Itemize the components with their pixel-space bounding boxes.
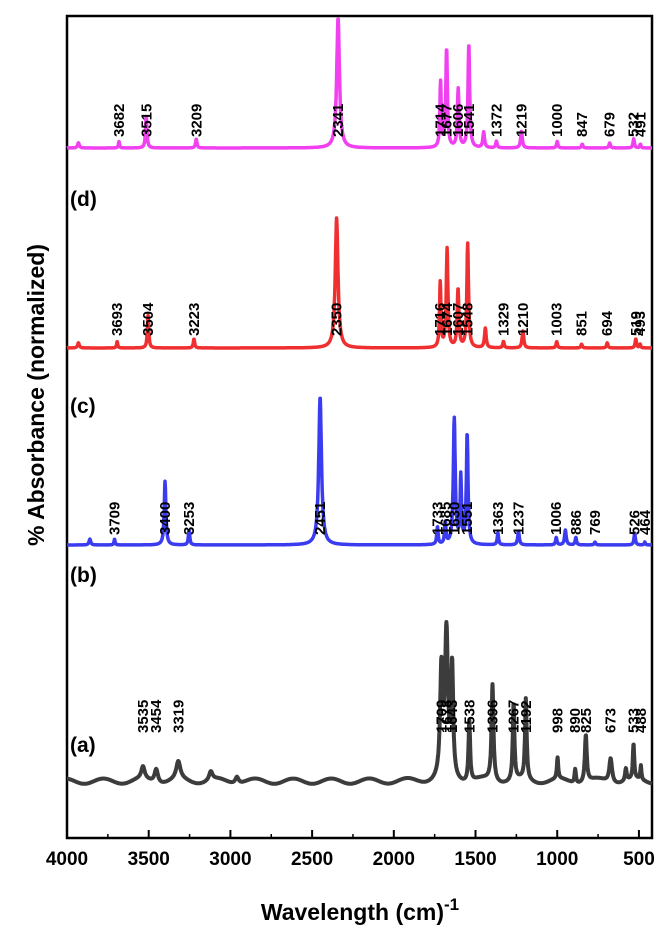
x-tick-label: 1500 (454, 849, 496, 870)
peak-label: 1677 (439, 104, 456, 137)
peak-label: 998 (550, 708, 567, 733)
peak-label: 1733 (429, 502, 446, 535)
peak-label: 2350 (329, 303, 346, 336)
peak-label: 1329 (496, 303, 513, 336)
y-axis-title: % Absorbance (normalized) (23, 244, 49, 546)
peak-label: 3682 (111, 104, 128, 137)
peak-label: 1219 (513, 104, 530, 137)
peak-label: 3515 (138, 104, 155, 137)
spectra-series (65, 17, 654, 786)
peak-label: 1716 (432, 303, 449, 336)
peak-label: 1685 (437, 502, 454, 535)
peak-label: 851 (574, 311, 591, 336)
peak-label: 464 (637, 509, 654, 535)
x-tick-label: 3000 (209, 849, 251, 870)
peak-label: 1709 (433, 700, 450, 733)
peak-label: 886 (568, 510, 585, 535)
x-tick-label: 4000 (46, 849, 88, 870)
peak-label: 3223 (186, 303, 203, 336)
peak-label: 533 (626, 708, 643, 733)
peak-label: 3454 (148, 699, 165, 733)
peak-label: 1714 (433, 103, 450, 137)
x-tick-label: 2000 (373, 849, 415, 870)
peak-label: 3709 (107, 502, 124, 535)
peak-label: 532 (626, 112, 643, 137)
plot-frame (65, 14, 654, 840)
peak-label: 1674 (439, 302, 456, 336)
peak-label: 1643 (444, 700, 461, 733)
peak-label: 2451 (312, 502, 329, 535)
x-axis-ticks: 4000 3500 3000 2500 2000 1500 1000 500 (46, 830, 655, 870)
peak-label: 1000 (549, 104, 566, 137)
peak-label: 519 (628, 311, 645, 336)
x-tick-label: 3500 (128, 849, 170, 870)
peak-label: 493 (632, 311, 649, 336)
series-line-c (65, 216, 654, 350)
x-tick-label: 1000 (536, 849, 578, 870)
peak-label: 679 (602, 112, 619, 137)
peak-label: 1192 (518, 700, 535, 733)
peak-label: 1396 (485, 700, 502, 733)
peak-label: 2341 (330, 104, 347, 137)
peak-label: 491 (632, 112, 649, 137)
peak-label: 673 (603, 708, 620, 733)
x-tick-label: 500 (623, 849, 655, 870)
peak-label: 3693 (109, 303, 126, 336)
plot-border (65, 14, 654, 840)
x-axis-title: Wavelength (cm)-1 (261, 895, 459, 925)
peak-label: 1678 (438, 700, 455, 733)
peak-label: 1548 (460, 303, 477, 336)
peak-label: 3504 (140, 302, 157, 336)
peak-label: 847 (574, 112, 591, 137)
peak-label: 488 (633, 708, 650, 733)
peak-label: 1267 (506, 700, 523, 733)
peak-label: 1606 (450, 104, 467, 137)
peak-label: 769 (587, 510, 604, 535)
peak-label: 1551 (459, 502, 476, 535)
peak-label: 1372 (488, 104, 505, 137)
peak-label: 1237 (511, 502, 528, 535)
series-line-d (65, 17, 654, 150)
peak-label: 825 (578, 708, 595, 733)
series-line-b (65, 396, 654, 547)
peak-label: 1006 (548, 502, 565, 535)
x-tick-label: 2500 (291, 849, 333, 870)
peak-label: 3319 (170, 700, 187, 733)
panel-labels: (a) (b) (c) (d) (70, 188, 97, 757)
peak-label: 526 (627, 510, 644, 535)
panel-label-d: (d) (70, 188, 97, 211)
peak-label: 1210 (515, 303, 532, 336)
peak-label: 1363 (490, 502, 507, 535)
peak-label: 1003 (549, 303, 566, 336)
panel-label-a: (a) (70, 734, 96, 757)
panel-label-b: (b) (70, 564, 97, 587)
panel-label-c: (c) (70, 395, 96, 418)
peak-label: 3400 (157, 502, 174, 535)
peak-label: 3253 (181, 502, 198, 535)
peak-label: 1538 (461, 700, 478, 733)
peak-label: 3209 (188, 104, 205, 137)
peak-label: 1607 (450, 303, 467, 336)
peak-label: 1630 (446, 502, 463, 535)
peak-label: 1541 (461, 104, 478, 137)
peak-label: 3535 (135, 700, 152, 733)
peak-label: 890 (567, 708, 584, 733)
peak-label: 694 (599, 310, 616, 336)
series-line-a (65, 620, 654, 786)
